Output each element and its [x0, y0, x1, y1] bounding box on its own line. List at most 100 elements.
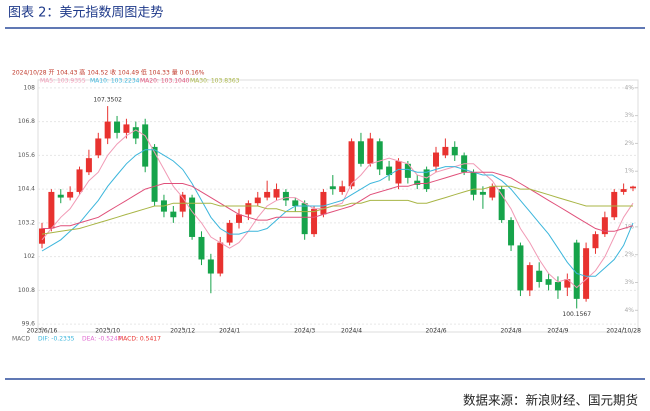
candle-body: [226, 222, 233, 243]
candle-body: [348, 141, 355, 187]
candle-body: [292, 200, 299, 206]
candle-body: [67, 191, 74, 198]
candle-body: [554, 281, 561, 291]
candle-body: [57, 194, 64, 198]
candle-body: [620, 189, 627, 192]
candle-body: [470, 172, 477, 195]
candle-body: [114, 121, 121, 133]
x-tick-label: 2024/4: [341, 328, 362, 335]
candle-body: [573, 242, 580, 299]
x-tick-label: 2023/10: [95, 328, 120, 335]
source: 数据来源：新浪财经、国元期货: [463, 393, 638, 408]
candle-body: [386, 166, 393, 176]
candle-body: [170, 211, 177, 218]
candle-body: [564, 279, 571, 288]
candle-body: [207, 259, 214, 274]
candle-body: [357, 141, 364, 164]
candle-body: [123, 124, 130, 133]
candle-body: [508, 220, 515, 246]
candle-body: [592, 234, 599, 249]
candle-body: [95, 138, 102, 156]
y-tick-label: 99.6: [22, 321, 36, 328]
info-line: 2024/10/28 开 104.43 高 104.52 收 104.49 低 …: [12, 69, 205, 77]
y2-tick-label: 4%: [624, 307, 634, 314]
candle-body: [151, 146, 158, 202]
candle-body: [142, 124, 149, 167]
candle-body: [611, 191, 618, 218]
candle-body: [583, 248, 590, 299]
candle-body: [329, 186, 336, 190]
legend-entry: MA20: 103.1040: [140, 78, 190, 85]
candle-body: [76, 169, 83, 192]
candle-body: [301, 203, 308, 235]
candle-body: [245, 203, 252, 215]
y2-tick-label: 2%: [624, 140, 634, 147]
candle-body: [273, 189, 280, 198]
macd-label: DIF: -0.2335: [38, 336, 75, 343]
y2-tick-label: 2%: [624, 251, 634, 258]
plot-frame: [37, 79, 639, 333]
macd-label: MACD: [12, 336, 30, 343]
y-tick-label: 103.2: [18, 219, 35, 226]
candle-body: [48, 191, 55, 229]
legend-entry: MA10: 103.2234: [90, 78, 140, 85]
x-tick-label: 2023/6/16: [27, 328, 58, 335]
candle-body: [601, 217, 608, 235]
x-tick-label: 2024/8: [500, 328, 521, 335]
candle-body: [132, 127, 139, 139]
candle-body: [451, 146, 458, 156]
candle-body: [395, 160, 402, 184]
ma-line: [42, 171, 634, 232]
ma-line: [41, 129, 634, 289]
candle-body: [367, 138, 374, 164]
y2-tick-label: 3%: [624, 112, 634, 119]
x-tick-label: 2024/9: [547, 328, 568, 335]
y-tick-label: 108: [24, 84, 36, 91]
min-annotation: 100.1567: [562, 311, 591, 318]
candle-body: [39, 228, 45, 244]
x-tick-label: 2024/1: [219, 328, 240, 335]
candle-body: [630, 186, 636, 189]
y-tick-label: 105.6: [18, 152, 35, 159]
candle-body: [423, 169, 430, 190]
candle-body: [264, 191, 271, 198]
legend-entry: MA5: 103.9355: [40, 78, 86, 85]
x-tick-label: 2024/6: [425, 328, 446, 335]
macd-label: MACD: 0.5417: [118, 336, 161, 343]
y2-tick-label: 1%: [624, 168, 634, 175]
candle-body: [311, 208, 318, 235]
y-tick-label: 100.8: [18, 287, 35, 294]
candle-body: [254, 197, 261, 204]
candle-body: [404, 163, 411, 178]
candle-body: [339, 186, 346, 192]
y2-tick-label: 4%: [624, 84, 634, 91]
candle-body: [217, 242, 224, 274]
max-annotation: 107.3502: [93, 97, 122, 104]
candle-body: [376, 141, 383, 170]
candle-body: [498, 189, 505, 221]
candle-body: [189, 197, 196, 237]
y-tick-label: 104.4: [18, 186, 35, 193]
page-title: 图表 2：美元指数周图走势: [8, 5, 163, 21]
candle-body: [282, 191, 289, 201]
legend-entry: MA30: 103.8363: [190, 78, 240, 85]
candle-body: [517, 245, 524, 291]
candle-body: [526, 265, 533, 291]
x-tick-label: 2023/12: [170, 328, 195, 335]
candle-body: [536, 270, 543, 282]
ma-line: [41, 149, 634, 277]
candle-body: [198, 236, 205, 260]
candle-body: [442, 146, 449, 156]
macd-label: DEA: -0.5247: [82, 336, 122, 343]
y-tick-label: 102: [24, 253, 36, 260]
x-tick-label: 2024/3: [294, 328, 315, 335]
candle-body: [433, 152, 439, 167]
candle-body: [236, 214, 242, 223]
candle-body: [489, 186, 496, 198]
candle-body: [104, 121, 111, 139]
x-tick-label: 2024/10/28: [606, 328, 641, 335]
candle-body: [545, 279, 552, 285]
candle-body: [414, 180, 421, 185]
ma-line: [41, 185, 633, 235]
